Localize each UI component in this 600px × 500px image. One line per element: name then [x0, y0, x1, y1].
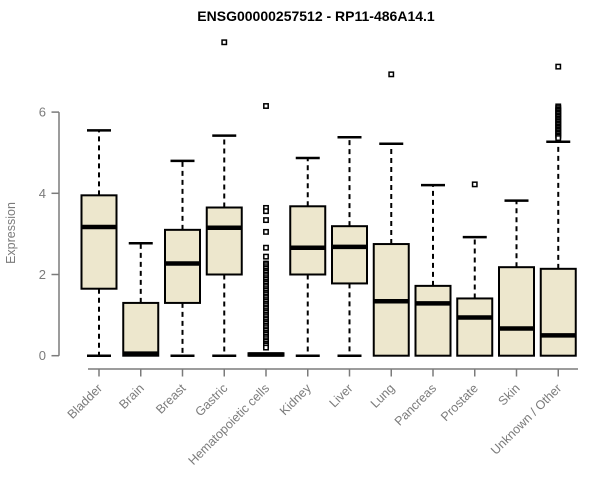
iqr-box [80, 194, 118, 290]
x-tick-label-kidney: Kidney [277, 381, 314, 418]
box-group-prostate [456, 181, 494, 357]
box-group-unknown-other [539, 63, 577, 357]
plot-area: 0 2 4 6 Bladder Brain Breast GastricHematopoiet… [39, 39, 578, 468]
x-tick-label-gastric: Gastric [192, 381, 230, 419]
iqr-box [456, 297, 494, 357]
box-group-bladder [80, 129, 118, 357]
outlier-point [555, 135, 562, 142]
outlier-point [263, 208, 269, 215]
x-tick-label-bladder: Bladder [65, 381, 105, 421]
y-tick-label: 4 [39, 186, 46, 201]
box-group-skin [498, 199, 535, 357]
x-tick-label-hematopoietic-cells: Hematopoietic cells [186, 381, 273, 468]
outlier-point [263, 228, 269, 235]
box-group-pancreas [414, 183, 452, 357]
box-group-brain [122, 241, 160, 357]
iqr-box [539, 267, 577, 357]
x-tick-label-liver: Liver [327, 381, 356, 410]
box-group-lung [372, 71, 410, 357]
iqr-box [164, 228, 201, 304]
iqr-box [414, 284, 452, 357]
iqr-box [289, 205, 327, 276]
y-tick-label: 0 [39, 348, 46, 363]
outlier-point [263, 253, 269, 260]
x-tick-label-skin: Skin [496, 381, 523, 408]
x-tick-label-brain: Brain [116, 381, 147, 412]
outlier-point [263, 344, 269, 351]
outlier-point [471, 181, 478, 188]
x-tick-label-unknown-other: Unknown / Other [488, 381, 564, 457]
chart-title: ENSG00000257512 - RP11-486A14.1 [197, 8, 435, 24]
outlier-point [555, 63, 562, 70]
box-group-kidney [289, 156, 327, 357]
outlier-point [263, 103, 269, 109]
y-tick-label: 6 [39, 105, 46, 120]
iqr-box [205, 206, 243, 276]
outlier-point [388, 71, 395, 78]
y-axis-title: Expression [4, 202, 18, 264]
outlier-point [263, 217, 269, 224]
iqr-box [331, 225, 368, 285]
iqr-box [498, 266, 535, 357]
x-tick-label-lung: Lung [368, 381, 398, 411]
box-group-hematopoietic-cells [247, 103, 285, 357]
box-group-liver [331, 136, 368, 357]
x-tick-label-pancreas: Pancreas [392, 381, 439, 428]
x-tick-label-breast: Breast [153, 381, 189, 417]
y-tick-label: 2 [39, 267, 46, 282]
box-group-gastric [205, 39, 243, 357]
box-group-breast [164, 159, 201, 357]
outlier-point [221, 39, 228, 46]
outlier-point [263, 244, 269, 251]
x-tick-label-prostate: Prostate [438, 381, 481, 424]
iqr-box [122, 301, 160, 357]
